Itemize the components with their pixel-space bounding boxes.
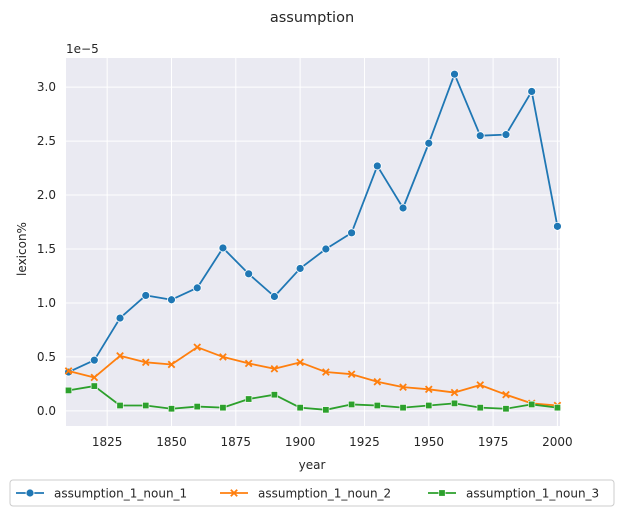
data-point bbox=[65, 386, 73, 394]
data-point bbox=[219, 353, 227, 361]
data-point bbox=[193, 343, 202, 352]
data-point bbox=[270, 364, 279, 373]
data-point bbox=[348, 400, 356, 408]
data-point bbox=[528, 400, 536, 408]
data-point bbox=[270, 391, 278, 399]
data-point bbox=[270, 292, 279, 301]
x-tick-label: 1825 bbox=[92, 435, 123, 449]
tick-labels: 1825 1850 1875 1900 1925 1950 1975 2000 0.0 0.5 1.… bbox=[37, 80, 573, 449]
data-point bbox=[424, 138, 434, 148]
x-axis-label: year bbox=[299, 458, 326, 472]
data-point bbox=[89, 355, 99, 365]
data-point bbox=[502, 405, 510, 413]
data-point bbox=[476, 404, 484, 412]
data-point bbox=[90, 382, 98, 390]
x-tick-label: 2000 bbox=[542, 435, 573, 449]
data-point bbox=[115, 313, 125, 323]
plot-area bbox=[66, 58, 560, 426]
data-point bbox=[64, 367, 73, 375]
data-point bbox=[296, 404, 304, 412]
data-point bbox=[347, 370, 356, 379]
data-point bbox=[451, 399, 459, 407]
x-tick-label: 1875 bbox=[221, 435, 252, 449]
data-point bbox=[450, 388, 459, 397]
data-point bbox=[116, 352, 124, 360]
data-point bbox=[296, 358, 304, 367]
legend-label: assumption_1_noun_1 bbox=[54, 487, 187, 501]
y-offset-label: 1e−5 bbox=[66, 42, 99, 56]
data-point bbox=[90, 373, 99, 382]
x-tick-label: 1925 bbox=[349, 435, 380, 449]
data-point bbox=[25, 488, 35, 498]
data-point bbox=[438, 489, 446, 497]
data-point bbox=[553, 404, 561, 412]
data-point bbox=[167, 405, 175, 413]
data-point bbox=[219, 404, 227, 412]
data-point bbox=[322, 368, 330, 376]
x-tick-label: 1850 bbox=[156, 435, 187, 449]
data-point bbox=[501, 130, 511, 140]
legend: assumption_1_noun_1 assumption_1_noun_2 as… bbox=[9, 479, 615, 507]
series-assumption_1_noun_2 bbox=[64, 343, 562, 410]
data-point bbox=[116, 401, 124, 409]
data-point bbox=[230, 489, 238, 497]
data-point bbox=[193, 403, 201, 411]
legend-box bbox=[9, 479, 615, 507]
data-point bbox=[502, 390, 510, 399]
data-point bbox=[321, 244, 331, 254]
grid-lines bbox=[66, 58, 560, 426]
data-point bbox=[450, 69, 459, 79]
y-tick-label: 2.0 bbox=[37, 188, 56, 202]
legend-label: assumption_1_noun_2 bbox=[258, 487, 391, 501]
plot-background bbox=[66, 58, 560, 426]
data-point bbox=[322, 406, 330, 414]
data-point bbox=[373, 401, 381, 409]
data-point bbox=[142, 401, 150, 409]
data-point bbox=[167, 295, 176, 305]
data-point bbox=[475, 131, 485, 141]
data-point bbox=[476, 381, 485, 389]
legend-entry: assumption_1_noun_2 bbox=[220, 487, 391, 501]
y-tick-label: 0.5 bbox=[37, 350, 56, 364]
data-point bbox=[399, 383, 407, 391]
data-point bbox=[398, 203, 408, 213]
data-point bbox=[295, 264, 305, 273]
legend-label: assumption_1_noun_3 bbox=[466, 487, 599, 501]
y-tick-label: 1.0 bbox=[37, 296, 56, 310]
chart-title: assumption bbox=[270, 10, 354, 26]
data-point bbox=[245, 395, 253, 403]
y-tick-label: 0.0 bbox=[37, 404, 56, 418]
data-point bbox=[425, 401, 433, 409]
y-tick-label: 3.0 bbox=[37, 80, 56, 94]
x-tick-label: 1950 bbox=[414, 435, 445, 449]
series-line bbox=[68, 385, 558, 411]
data-point bbox=[244, 359, 253, 368]
data-point bbox=[424, 385, 433, 394]
data-point bbox=[167, 360, 176, 369]
data-point bbox=[553, 221, 562, 231]
series-line bbox=[68, 346, 558, 407]
y-axis-label: lexicon% bbox=[15, 222, 29, 276]
data-point bbox=[141, 358, 150, 367]
data-point bbox=[244, 269, 254, 279]
series-assumption_1_noun_3 bbox=[65, 382, 561, 414]
series-layer bbox=[64, 69, 562, 414]
data-point bbox=[141, 291, 151, 300]
data-point bbox=[347, 228, 356, 238]
data-point bbox=[372, 161, 382, 171]
series-assumption_1_noun_1 bbox=[64, 69, 562, 377]
x-tick-label: 1900 bbox=[285, 435, 316, 449]
y-tick-label: 1.5 bbox=[37, 242, 56, 256]
data-point bbox=[192, 283, 202, 293]
data-point bbox=[527, 87, 537, 96]
data-point bbox=[218, 243, 228, 253]
data-point bbox=[399, 404, 407, 412]
legend-entry: assumption_1_noun_3 bbox=[428, 487, 599, 501]
legend-entry: assumption_1_noun_1 bbox=[16, 487, 187, 501]
data-point bbox=[373, 377, 382, 386]
y-tick-label: 2.5 bbox=[37, 134, 56, 148]
x-tick-label: 1975 bbox=[478, 435, 509, 449]
